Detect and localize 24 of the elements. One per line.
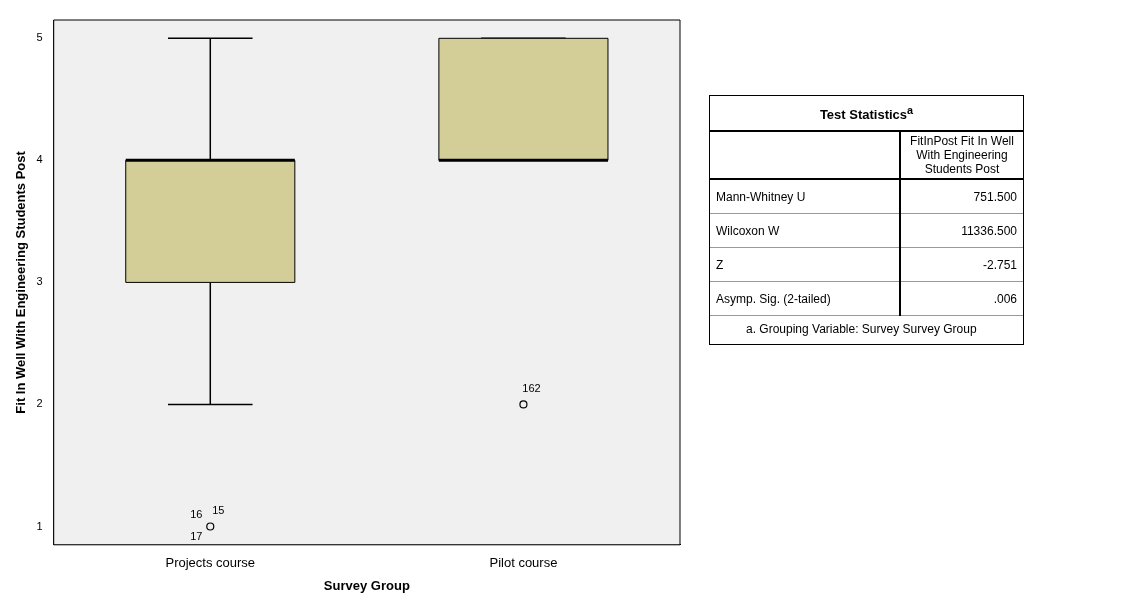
x-tick-label: Projects course <box>165 555 256 571</box>
y-tick-label: 1 <box>36 519 43 532</box>
x-tick-label: Pilot course <box>489 555 558 571</box>
text: Mann-Whitney U <box>710 179 900 214</box>
annotation: 17 <box>190 530 203 543</box>
text: 751.500 <box>900 179 1023 214</box>
y-tick-label: 2 <box>36 397 43 410</box>
text: FitInPost Fit In Well With Engineering Students Post <box>900 131 1023 180</box>
text: Z <box>710 247 900 282</box>
text: 11336.500 <box>900 213 1023 248</box>
x-axis-title: Survey Group <box>323 577 410 593</box>
text: Wilcoxon W <box>710 213 900 248</box>
text: Asymp. Sig. (2-tailed) <box>710 281 900 316</box>
text: .006 <box>900 281 1023 316</box>
y-tick-label: 3 <box>36 275 43 288</box>
text: Test Statistics$^{a}$ <box>818 103 915 125</box>
y-tick-label: 5 <box>36 31 43 44</box>
annotation: 162 <box>522 382 541 395</box>
y-axis-title: Fit In Well With Engineering Students Post <box>13 150 29 414</box>
y-tick-label: 4 <box>36 153 43 166</box>
text: -2.751 <box>900 247 1023 282</box>
text: a. Grouping Variable: Survey Survey Group <box>745 321 978 339</box>
annotation: 16 <box>190 508 203 521</box>
annotation: 15 <box>212 504 225 517</box>
